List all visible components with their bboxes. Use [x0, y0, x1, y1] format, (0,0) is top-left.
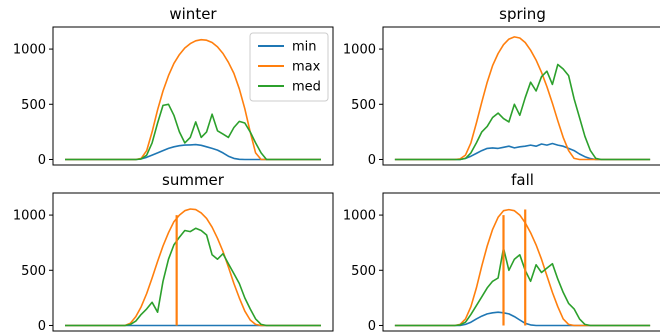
series-line-med [65, 227, 321, 327]
panel-title: winter [169, 5, 217, 23]
series-line-max [65, 208, 321, 327]
axes-frame [52, 192, 334, 332]
legend-box [249, 32, 329, 102]
panel-winter: winter 0 500 1000 min max med [13, 5, 334, 168]
y-tick-label: 1000 [343, 43, 376, 58]
legend-label: med [292, 80, 321, 95]
series-line-min [394, 142, 651, 161]
y-tick-label: 500 [351, 98, 376, 113]
y-tick-label: 500 [21, 98, 46, 113]
axes-frame [382, 192, 660, 332]
y-tick-label: 0 [38, 319, 46, 333]
y-tick-label: 1000 [13, 209, 46, 224]
panel-title: summer [162, 171, 225, 189]
series-line-med [394, 247, 651, 327]
legend: min max med [249, 32, 329, 102]
series-line-max [394, 208, 651, 327]
panel-summer: summer 0 500 1000 [13, 171, 334, 333]
y-tick-label: 0 [368, 319, 376, 333]
y-tick-label: 0 [38, 153, 46, 168]
series-line-min [65, 143, 321, 161]
legend-label: max [292, 60, 321, 75]
series-line-med [394, 63, 651, 161]
y-tick-label: 500 [351, 264, 376, 279]
axes-frame [382, 26, 660, 166]
legend-label: min [292, 40, 317, 55]
panel-title: fall [511, 171, 534, 189]
panel-fall: fall 0 500 1000 [343, 171, 660, 333]
series-line-max [394, 36, 651, 161]
y-tick-label: 1000 [343, 209, 376, 224]
y-tick-label: 0 [368, 153, 376, 168]
series-line-med [65, 103, 321, 161]
series-line-min [394, 311, 651, 327]
y-tick-label: 500 [21, 264, 46, 279]
y-tick-label: 1000 [13, 43, 46, 58]
panel-spring: spring 0 500 1000 [343, 5, 660, 168]
panel-title: spring [499, 5, 546, 23]
axes-frame [52, 26, 334, 166]
